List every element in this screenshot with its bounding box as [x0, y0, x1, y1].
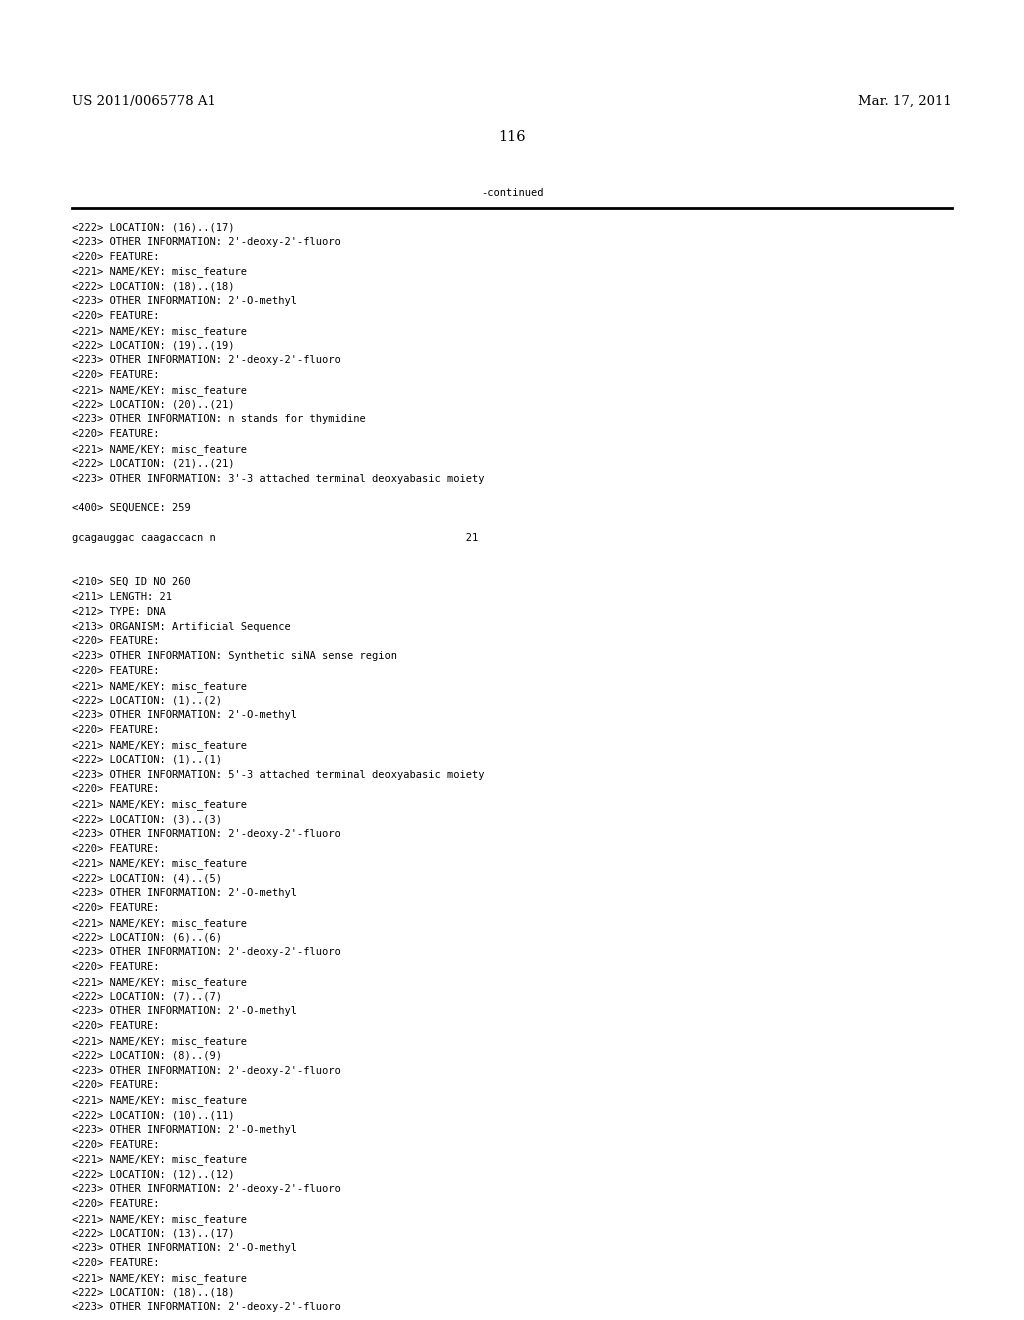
Text: <221> NAME/KEY: misc_feature: <221> NAME/KEY: misc_feature	[72, 799, 247, 810]
Text: <220> FEATURE:: <220> FEATURE:	[72, 725, 160, 735]
Text: <222> LOCATION: (6)..(6): <222> LOCATION: (6)..(6)	[72, 932, 222, 942]
Text: <223> OTHER INFORMATION: 2'-deoxy-2'-fluoro: <223> OTHER INFORMATION: 2'-deoxy-2'-flu…	[72, 1184, 341, 1195]
Text: -continued: -continued	[480, 187, 544, 198]
Text: <213> ORGANISM: Artificial Sequence: <213> ORGANISM: Artificial Sequence	[72, 622, 291, 631]
Text: <223> OTHER INFORMATION: 2'-deoxy-2'-fluoro: <223> OTHER INFORMATION: 2'-deoxy-2'-flu…	[72, 236, 341, 247]
Text: <220> FEATURE:: <220> FEATURE:	[72, 784, 160, 795]
Text: <222> LOCATION: (16)..(17): <222> LOCATION: (16)..(17)	[72, 222, 234, 232]
Text: <221> NAME/KEY: misc_feature: <221> NAME/KEY: misc_feature	[72, 681, 247, 692]
Text: <220> FEATURE:: <220> FEATURE:	[72, 962, 160, 972]
Text: <221> NAME/KEY: misc_feature: <221> NAME/KEY: misc_feature	[72, 1272, 247, 1284]
Text: <222> LOCATION: (7)..(7): <222> LOCATION: (7)..(7)	[72, 991, 222, 1002]
Text: <400> SEQUENCE: 259: <400> SEQUENCE: 259	[72, 503, 190, 513]
Text: <221> NAME/KEY: misc_feature: <221> NAME/KEY: misc_feature	[72, 741, 247, 751]
Text: <222> LOCATION: (18)..(18): <222> LOCATION: (18)..(18)	[72, 281, 234, 292]
Text: <222> LOCATION: (18)..(18): <222> LOCATION: (18)..(18)	[72, 1287, 234, 1298]
Text: <223> OTHER INFORMATION: 2'-deoxy-2'-fluoro: <223> OTHER INFORMATION: 2'-deoxy-2'-flu…	[72, 1303, 341, 1312]
Text: <223> OTHER INFORMATION: 2'-deoxy-2'-fluoro: <223> OTHER INFORMATION: 2'-deoxy-2'-flu…	[72, 355, 341, 366]
Text: <222> LOCATION: (4)..(5): <222> LOCATION: (4)..(5)	[72, 874, 222, 883]
Text: <223> OTHER INFORMATION: 5'-3 attached terminal deoxyabasic moiety: <223> OTHER INFORMATION: 5'-3 attached t…	[72, 770, 484, 780]
Text: <220> FEATURE:: <220> FEATURE:	[72, 1199, 160, 1209]
Text: <221> NAME/KEY: misc_feature: <221> NAME/KEY: misc_feature	[72, 1213, 247, 1225]
Text: <210> SEQ ID NO 260: <210> SEQ ID NO 260	[72, 577, 190, 587]
Text: <222> LOCATION: (10)..(11): <222> LOCATION: (10)..(11)	[72, 1110, 234, 1119]
Text: <221> NAME/KEY: misc_feature: <221> NAME/KEY: misc_feature	[72, 1096, 247, 1106]
Text: <220> FEATURE:: <220> FEATURE:	[72, 843, 160, 854]
Text: <220> FEATURE:: <220> FEATURE:	[72, 667, 160, 676]
Text: <223> OTHER INFORMATION: 2'-deoxy-2'-fluoro: <223> OTHER INFORMATION: 2'-deoxy-2'-flu…	[72, 829, 341, 838]
Text: <221> NAME/KEY: misc_feature: <221> NAME/KEY: misc_feature	[72, 267, 247, 277]
Text: US 2011/0065778 A1: US 2011/0065778 A1	[72, 95, 216, 108]
Text: <223> OTHER INFORMATION: 2'-O-methyl: <223> OTHER INFORMATION: 2'-O-methyl	[72, 296, 297, 306]
Text: <221> NAME/KEY: misc_feature: <221> NAME/KEY: misc_feature	[72, 444, 247, 455]
Text: <223> OTHER INFORMATION: Synthetic siNA sense region: <223> OTHER INFORMATION: Synthetic siNA …	[72, 651, 397, 661]
Text: <221> NAME/KEY: misc_feature: <221> NAME/KEY: misc_feature	[72, 385, 247, 396]
Text: <221> NAME/KEY: misc_feature: <221> NAME/KEY: misc_feature	[72, 326, 247, 337]
Text: <220> FEATURE:: <220> FEATURE:	[72, 1258, 160, 1269]
Text: 116: 116	[499, 129, 525, 144]
Text: <223> OTHER INFORMATION: 2'-deoxy-2'-fluoro: <223> OTHER INFORMATION: 2'-deoxy-2'-flu…	[72, 1065, 341, 1076]
Text: <223> OTHER INFORMATION: 2'-O-methyl: <223> OTHER INFORMATION: 2'-O-methyl	[72, 1006, 297, 1016]
Text: <223> OTHER INFORMATION: 2'-O-methyl: <223> OTHER INFORMATION: 2'-O-methyl	[72, 1125, 297, 1135]
Text: <221> NAME/KEY: misc_feature: <221> NAME/KEY: misc_feature	[72, 858, 247, 870]
Text: <220> FEATURE:: <220> FEATURE:	[72, 903, 160, 913]
Text: <222> LOCATION: (3)..(3): <222> LOCATION: (3)..(3)	[72, 814, 222, 824]
Text: <220> FEATURE:: <220> FEATURE:	[72, 429, 160, 440]
Text: <223> OTHER INFORMATION: 2'-deoxy-2'-fluoro: <223> OTHER INFORMATION: 2'-deoxy-2'-flu…	[72, 948, 341, 957]
Text: gcagauggac caagaccacn n                                        21: gcagauggac caagaccacn n 21	[72, 533, 478, 543]
Text: <220> FEATURE:: <220> FEATURE:	[72, 370, 160, 380]
Text: Mar. 17, 2011: Mar. 17, 2011	[858, 95, 952, 108]
Text: <223> OTHER INFORMATION: 2'-O-methyl: <223> OTHER INFORMATION: 2'-O-methyl	[72, 888, 297, 898]
Text: <221> NAME/KEY: misc_feature: <221> NAME/KEY: misc_feature	[72, 1036, 247, 1047]
Text: <221> NAME/KEY: misc_feature: <221> NAME/KEY: misc_feature	[72, 1155, 247, 1166]
Text: <223> OTHER INFORMATION: 3'-3 attached terminal deoxyabasic moiety: <223> OTHER INFORMATION: 3'-3 attached t…	[72, 474, 484, 483]
Text: <222> LOCATION: (8)..(9): <222> LOCATION: (8)..(9)	[72, 1051, 222, 1061]
Text: <222> LOCATION: (1)..(2): <222> LOCATION: (1)..(2)	[72, 696, 222, 706]
Text: <222> LOCATION: (19)..(19): <222> LOCATION: (19)..(19)	[72, 341, 234, 350]
Text: <211> LENGTH: 21: <211> LENGTH: 21	[72, 591, 172, 602]
Text: <222> LOCATION: (21)..(21): <222> LOCATION: (21)..(21)	[72, 459, 234, 469]
Text: <222> LOCATION: (12)..(12): <222> LOCATION: (12)..(12)	[72, 1170, 234, 1179]
Text: <220> FEATURE:: <220> FEATURE:	[72, 1139, 160, 1150]
Text: <222> LOCATION: (20)..(21): <222> LOCATION: (20)..(21)	[72, 400, 234, 409]
Text: <223> OTHER INFORMATION: 2'-O-methyl: <223> OTHER INFORMATION: 2'-O-methyl	[72, 710, 297, 721]
Text: <220> FEATURE:: <220> FEATURE:	[72, 636, 160, 647]
Text: <223> OTHER INFORMATION: n stands for thymidine: <223> OTHER INFORMATION: n stands for th…	[72, 414, 366, 425]
Text: <220> FEATURE:: <220> FEATURE:	[72, 252, 160, 261]
Text: <222> LOCATION: (13)..(17): <222> LOCATION: (13)..(17)	[72, 1229, 234, 1238]
Text: <220> FEATURE:: <220> FEATURE:	[72, 1022, 160, 1031]
Text: <221> NAME/KEY: misc_feature: <221> NAME/KEY: misc_feature	[72, 917, 247, 928]
Text: <221> NAME/KEY: misc_feature: <221> NAME/KEY: misc_feature	[72, 977, 247, 987]
Text: <222> LOCATION: (1)..(1): <222> LOCATION: (1)..(1)	[72, 755, 222, 764]
Text: <223> OTHER INFORMATION: 2'-O-methyl: <223> OTHER INFORMATION: 2'-O-methyl	[72, 1243, 297, 1253]
Text: <220> FEATURE:: <220> FEATURE:	[72, 1080, 160, 1090]
Text: <212> TYPE: DNA: <212> TYPE: DNA	[72, 607, 166, 616]
Text: <220> FEATURE:: <220> FEATURE:	[72, 310, 160, 321]
